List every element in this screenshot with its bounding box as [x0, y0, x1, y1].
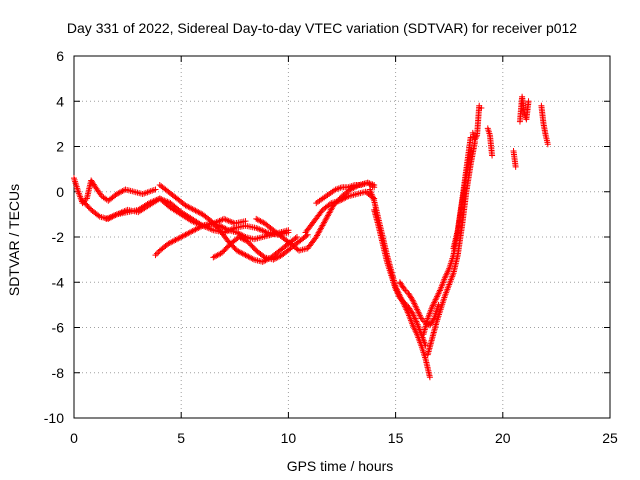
x-tick-label: 5	[177, 430, 185, 446]
y-tick-label: 2	[56, 139, 64, 155]
data-point	[293, 234, 300, 240]
x-tick-label: 20	[495, 430, 511, 446]
data-point	[344, 194, 351, 201]
data-point	[426, 374, 433, 381]
data-point	[260, 253, 267, 260]
data-points	[71, 93, 551, 381]
y-tick-label: -2	[52, 229, 65, 245]
series-drop-3	[396, 279, 442, 329]
data-point	[544, 141, 551, 148]
series-cluster-3	[510, 93, 532, 170]
series-track-a	[71, 175, 159, 207]
x-tick-label: 25	[602, 430, 618, 446]
axis-ticks: 0 5 10 15 20 25 -10 -8 -6 -4 -2 0 2 4 6	[44, 48, 618, 446]
series-track-i	[313, 179, 378, 207]
data-point	[318, 208, 325, 215]
y-tick-label: -6	[52, 320, 65, 336]
data-point	[155, 249, 162, 256]
grid	[74, 56, 610, 418]
data-point	[223, 226, 230, 233]
series-drop-2	[371, 206, 429, 349]
data-point	[371, 184, 378, 191]
series-rise-3	[450, 134, 474, 252]
data-point	[467, 134, 474, 141]
data-point	[512, 163, 519, 170]
x-tick-label: 15	[388, 430, 404, 446]
x-tick-label: 0	[70, 430, 78, 446]
data-point	[285, 227, 292, 234]
y-tick-label: -4	[52, 274, 65, 290]
series-track-h	[302, 188, 378, 236]
y-tick-label: -8	[52, 365, 65, 381]
series-cluster-4	[538, 102, 551, 148]
data-point	[152, 252, 159, 259]
data-point	[153, 250, 160, 257]
series-cluster-2	[484, 125, 496, 159]
series-cluster-1	[469, 102, 485, 143]
data-point	[489, 152, 496, 159]
x-axis-label: GPS time / hours	[287, 458, 394, 474]
y-axis-label: SDTVAR / TECUs	[6, 184, 22, 296]
x-tick-label: 10	[281, 430, 297, 446]
data-point	[152, 186, 159, 193]
series-track-g	[253, 179, 378, 254]
data-point	[435, 301, 442, 308]
data-point	[525, 98, 532, 105]
data-point	[326, 201, 333, 208]
data-point	[292, 235, 299, 242]
data-point	[249, 255, 256, 262]
y-tick-label: 4	[56, 93, 64, 109]
y-tick-label: -10	[44, 410, 64, 426]
chart-title: Day 331 of 2022, Sidereal Day-to-day VTE…	[67, 20, 577, 36]
data-point	[478, 105, 485, 112]
y-tick-label: 6	[56, 48, 64, 64]
series-track-f	[210, 231, 311, 263]
y-tick-label: 0	[56, 184, 64, 200]
data-point	[95, 212, 102, 219]
data-point	[198, 223, 205, 230]
series-track-c	[103, 195, 292, 238]
